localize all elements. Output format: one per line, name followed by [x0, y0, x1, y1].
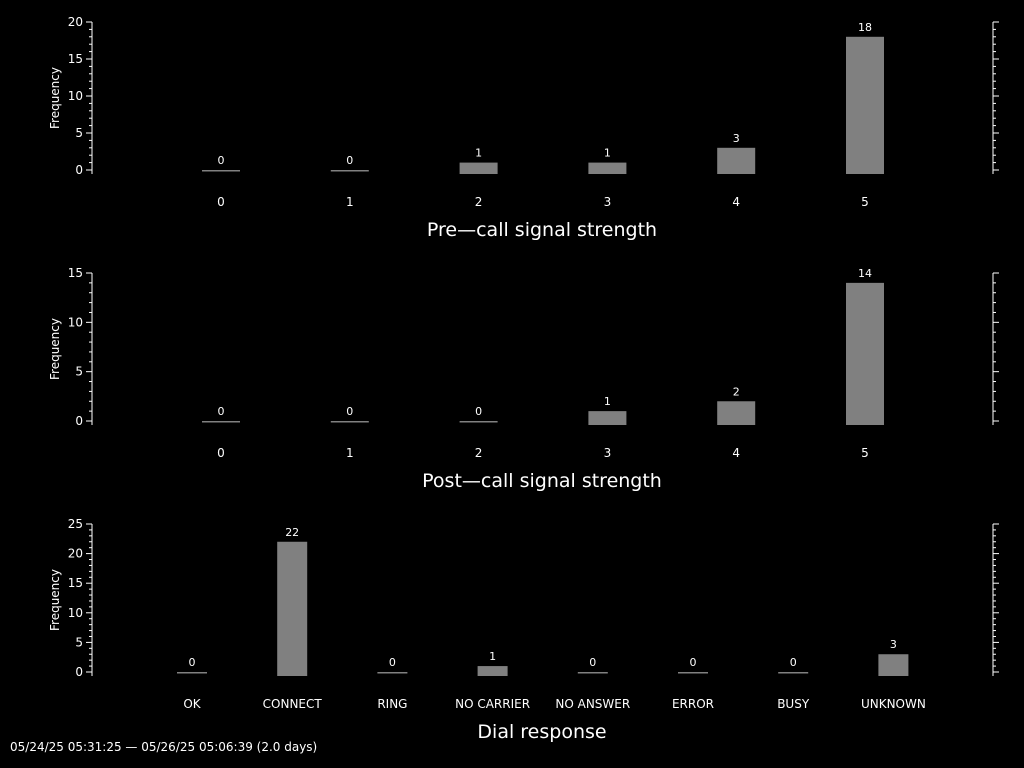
panel-3-y-tick-label: 20 [68, 547, 83, 561]
panel-1-x-tick-label: 4 [732, 195, 740, 209]
panel-1-bar-3 [588, 162, 627, 174]
panel-3-bar-value-label: 0 [790, 656, 797, 669]
panel-3-bar-value-label: 0 [389, 656, 396, 669]
panel-1-bar-value-label: 1 [604, 147, 611, 160]
panel-3-y-tick-label: 0 [75, 665, 83, 679]
panel-2-bar-value-label: 0 [218, 405, 225, 418]
panel-2-x-tick-label: 0 [217, 446, 225, 460]
panel-1-bar-value-label: 1 [475, 147, 482, 160]
panel-1-y-axis-label: Frequency [48, 67, 62, 129]
panel-2-bar-value-label: 2 [733, 385, 740, 398]
panel-3-bar-value-label: 0 [589, 656, 596, 669]
panel-2-y-tick-label: 5 [75, 365, 83, 379]
panel-1-x-tick-label: 2 [475, 195, 483, 209]
panel-2-bar-5 [846, 282, 884, 425]
panel-1-bar-2 [459, 162, 498, 174]
panel-3-x-tick-label: ERROR [672, 697, 714, 711]
panel-3-bar-value-label: 22 [285, 526, 299, 539]
panel-2-x-tick-label: 1 [346, 446, 354, 460]
panel-1-bar-1 [330, 170, 369, 172]
panel-2-y-tick-label: 10 [68, 315, 83, 329]
panel-3-bar-value-label: 0 [690, 656, 697, 669]
panel-1-x-axis-title: Pre—call signal strength [427, 219, 657, 241]
panel-1-y-tick-label: 5 [75, 126, 83, 140]
panel-3-y-tick-label: 10 [68, 606, 83, 620]
panel-3-x-tick-label: NO ANSWER [555, 697, 630, 711]
panel-2-y-tick-label: 15 [68, 266, 83, 280]
panel-2-x-tick-label: 3 [604, 446, 612, 460]
panel-3-x-tick-label: NO CARRIER [455, 697, 530, 711]
panel-3-bar-ok [177, 672, 207, 674]
panel-3-y-axis-label: Frequency [48, 569, 62, 631]
panel-1-y-tick-label: 10 [68, 89, 83, 103]
date-range-footer: 05/24/25 05:31:25 — 05/26/25 05:06:39 (2… [10, 740, 318, 754]
panel-3-x-tick-label: BUSY [777, 697, 810, 711]
panel-3-x-tick-label: RING [377, 697, 407, 711]
panel-1-x-tick-label: 3 [604, 195, 612, 209]
panel-2-x-axis-title: Post—call signal strength [422, 470, 662, 492]
panel-3-bar-unknown [878, 654, 909, 676]
panel-3-y-tick-label: 15 [68, 576, 83, 590]
panel-3-bar-value-label: 3 [890, 638, 897, 651]
panel-3-x-axis-title: Dial response [477, 721, 606, 743]
panel-2-bar-value-label: 1 [604, 395, 611, 408]
panel-1-y-tick-label: 20 [68, 15, 83, 29]
panel-2-bar-value-label: 0 [475, 405, 482, 418]
panel-1-bar-value-label: 18 [858, 21, 872, 34]
panel-1-x-tick-label: 5 [861, 195, 869, 209]
panel-2-bar-2 [459, 421, 498, 423]
panel-2-bar-3 [588, 411, 627, 425]
panel-2-y-tick-label: 0 [75, 414, 83, 428]
panel-2-bar-1 [330, 421, 369, 423]
panel-2-bar-value-label: 14 [858, 267, 872, 280]
panel-2-x-tick-label: 5 [861, 446, 869, 460]
panel-1-x-tick-label: 1 [346, 195, 354, 209]
panel-1-bar-value-label: 0 [218, 154, 225, 167]
panel-3-x-tick-label: OK [183, 697, 201, 711]
panel-1-x-tick-label: 0 [217, 195, 225, 209]
panel-3-bar-ring [377, 672, 408, 674]
panel-2-y-axis-label: Frequency [48, 318, 62, 380]
panel-2-bar-4 [717, 401, 756, 425]
panel-3-bar-error [678, 672, 708, 674]
panel-3-bar-value-label: 1 [489, 650, 496, 663]
panel-3-x-tick-label: CONNECT [263, 697, 323, 711]
panel-2-bar-0 [202, 421, 240, 423]
panel-2-bar-value-label: 0 [346, 405, 353, 418]
panel-1-bar-0 [202, 170, 240, 172]
panel-2-x-tick-label: 2 [475, 446, 483, 460]
panel-3-bar-connect [277, 541, 308, 676]
panel-1-bar-5 [846, 36, 884, 174]
panel-1-y-tick-label: 0 [75, 163, 83, 177]
panel-3-y-tick-label: 25 [68, 517, 83, 531]
panel-2-x-tick-label: 4 [732, 446, 740, 460]
panel-1-bar-value-label: 3 [733, 132, 740, 145]
panel-3-bar-no-answer [577, 672, 608, 674]
panel-1-y-tick-label: 15 [68, 52, 83, 66]
panel-1-bar-4 [717, 147, 756, 174]
panel-1-bar-value-label: 0 [346, 154, 353, 167]
panel-3-y-tick-label: 5 [75, 635, 83, 649]
panel-3-bar-no-carrier [477, 666, 508, 676]
panel-3-bar-busy [778, 672, 809, 674]
panel-3-x-tick-label: UNKNOWN [861, 697, 926, 711]
panel-3-bar-value-label: 0 [189, 656, 196, 669]
